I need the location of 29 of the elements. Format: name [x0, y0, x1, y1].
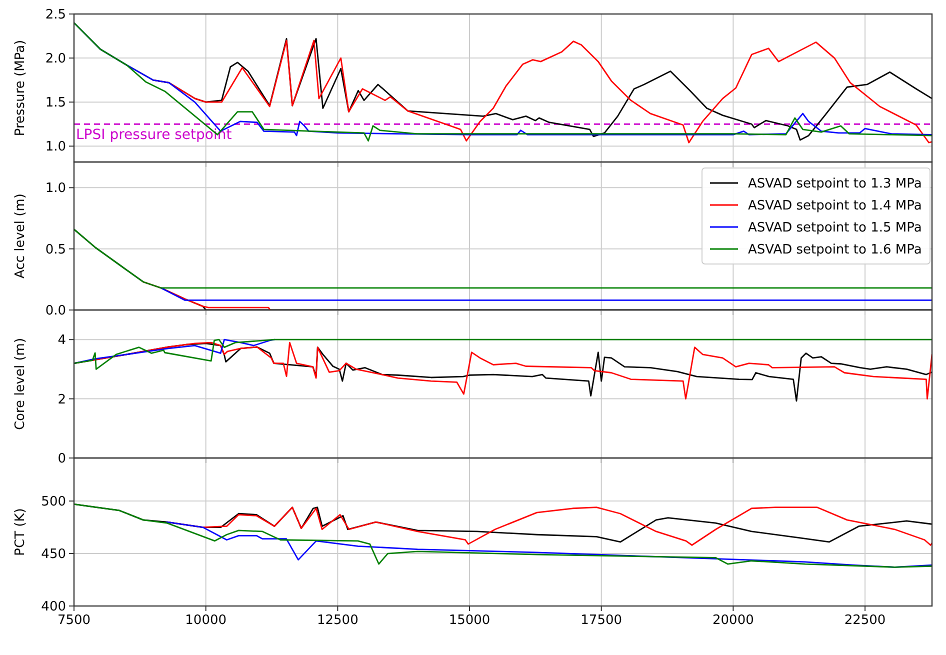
y-axis-title: Core level (m)	[13, 338, 28, 430]
y-tick-label: 2.5	[45, 8, 66, 23]
x-tick-label: 10000	[185, 613, 227, 628]
y-tick-label: 500	[41, 494, 66, 510]
y-tick-label: 1.0	[45, 140, 66, 155]
y-axis-title: PCT (K)	[13, 508, 28, 556]
y-tick-label: 1.0	[45, 181, 66, 196]
x-tick-label: 20000	[712, 613, 754, 628]
ref-line-label: LPSI pressure setpoint	[76, 127, 232, 144]
x-tick-label: 17500	[580, 613, 622, 628]
y-axis-title: Pressure (MPa)	[13, 40, 28, 136]
x-tick-label: 15000	[448, 613, 490, 628]
y-tick-label: 4	[58, 333, 66, 348]
y-tick-label: 0	[58, 452, 66, 467]
y-axis-title: Acc level (m)	[13, 194, 28, 278]
legend-label: ASVAD setpoint to 1.4 MPa	[748, 198, 922, 214]
x-tick-label: 22500	[844, 613, 886, 628]
y-tick-label: 2	[58, 392, 66, 408]
x-tick-label: 7500	[57, 613, 91, 628]
legend-label: ASVAD setpoint to 1.3 MPa	[748, 176, 922, 192]
y-tick-label: 0.5	[45, 242, 66, 258]
y-tick-label: 1.5	[45, 96, 66, 111]
y-tick-label: 0.0	[45, 304, 66, 319]
y-tick-label: 450	[41, 547, 66, 562]
y-tick-label: 400	[41, 600, 66, 615]
legend-label: ASVAD setpoint to 1.5 MPa	[748, 220, 922, 236]
legend-label: ASVAD setpoint to 1.6 MPa	[748, 242, 922, 258]
x-tick-label: 12500	[316, 613, 358, 628]
y-tick-label: 2.0	[45, 52, 66, 67]
